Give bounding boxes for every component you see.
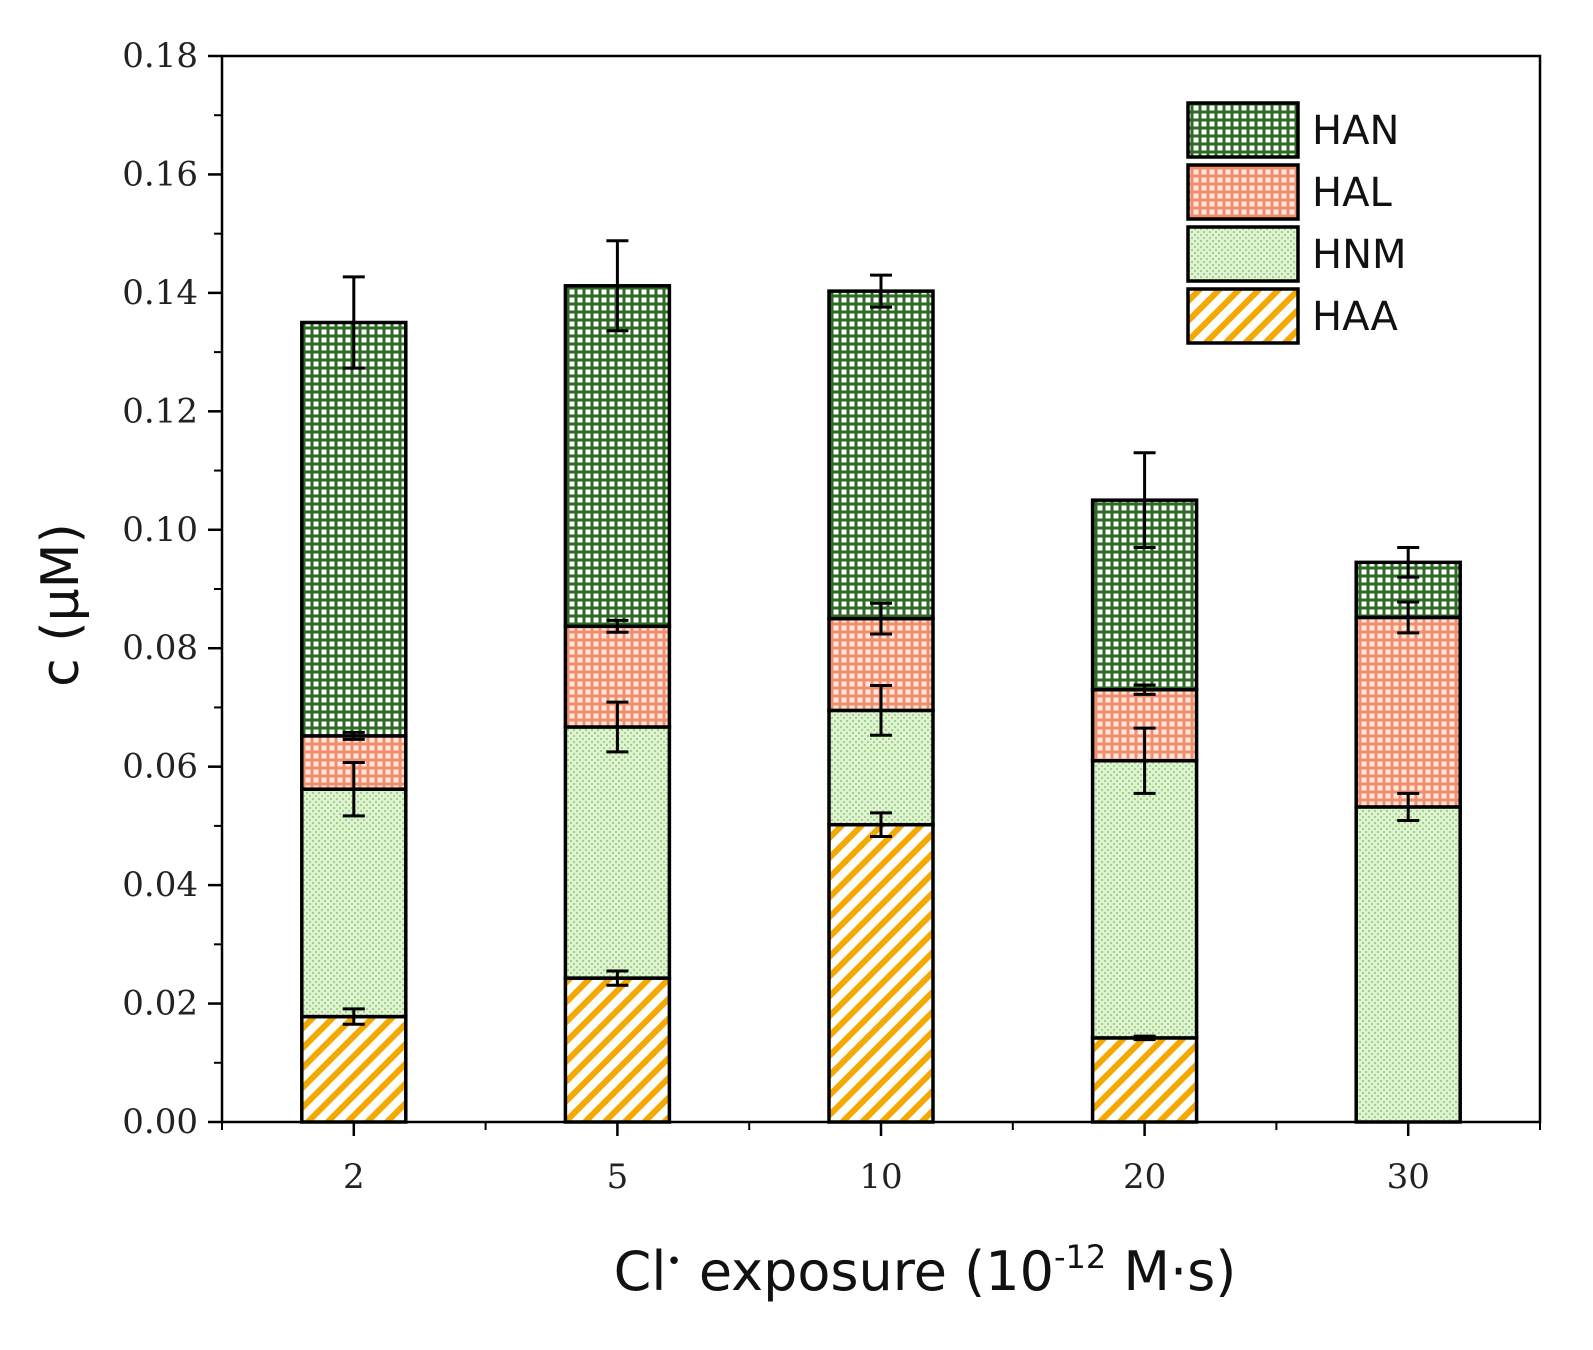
error-bar-hal-2 — [342, 730, 365, 741]
bar-haa-5 — [563, 976, 672, 1124]
bar-hal-30 — [1354, 615, 1462, 809]
error-bar-han-2 — [342, 275, 365, 370]
legend-item-hal: HAL — [1186, 163, 1392, 221]
bar-han-2 — [300, 320, 408, 738]
x-axis-title-base: Cl — [614, 1240, 667, 1303]
y-tick-label: 0.16 — [122, 154, 198, 194]
y-tick-label: 0.14 — [122, 273, 198, 313]
x-axis-title-middle: exposure (10 — [682, 1240, 1054, 1303]
y-tick-label: 0.02 — [122, 984, 198, 1024]
x-tick-label: 2 — [343, 1157, 365, 1197]
bar-haa-20 — [1090, 1036, 1199, 1124]
error-bar-hal-20 — [1133, 683, 1156, 696]
legend-label-han: HAN — [1312, 108, 1399, 154]
error-bar-haa-5 — [606, 969, 629, 987]
x-tick-label: 10 — [859, 1157, 902, 1197]
x-axis-title-dot: • — [666, 1247, 681, 1277]
error-bar-han-5 — [606, 239, 629, 333]
y-tick-label: 0.12 — [122, 391, 198, 431]
legend-swatch-hnm — [1186, 225, 1300, 283]
legend-label-hnm: HNM — [1312, 232, 1407, 278]
error-bar-hnm-20 — [1133, 726, 1156, 795]
error-bar-hal-30 — [1397, 600, 1420, 635]
error-bar-hnm-30 — [1397, 791, 1420, 823]
legend: HAN HAL HNM HAA — [1186, 101, 1407, 345]
y-tick-label: 0.10 — [122, 510, 198, 550]
x-tick-label: 20 — [1123, 1157, 1166, 1197]
legend-swatch-haa — [1186, 287, 1300, 345]
x-tick-label: 5 — [607, 1157, 629, 1197]
bar-han-10 — [827, 289, 935, 621]
bar-haa-10 — [827, 822, 935, 1124]
y-tick-label: 0.08 — [122, 628, 198, 668]
legend-item-haa: HAA — [1186, 287, 1399, 345]
y-tick-label: 0.00 — [122, 1102, 198, 1142]
bar-hnm-30 — [1354, 805, 1462, 1124]
legend-item-han: HAN — [1186, 101, 1399, 159]
plot-area — [300, 239, 1462, 1124]
y-tick-label: 0.06 — [122, 747, 198, 787]
error-bar-haa-2 — [342, 1007, 365, 1026]
axes: 0.00 0.02 0.04 0.06 0.08 0.10 0.12 0.14 0.16 0.18… — [122, 36, 1542, 1197]
error-bar-hal-5 — [606, 618, 629, 634]
bar-hnm-5 — [563, 725, 672, 980]
legend-swatch-hal — [1186, 163, 1300, 221]
legend-label-hal: HAL — [1312, 170, 1392, 216]
x-axis-title-exponent: -12 — [1054, 1238, 1106, 1276]
error-bar-han-30 — [1397, 546, 1420, 579]
x-tick-label: 30 — [1387, 1157, 1430, 1197]
legend-swatch-han — [1186, 101, 1300, 159]
bar-han-5 — [563, 284, 672, 629]
x-axis-title-end: M·s) — [1106, 1240, 1236, 1303]
error-bar-haa-10 — [870, 811, 892, 839]
legend-label-haa: HAA — [1312, 294, 1399, 340]
x-axis-title: Cl• exposure (10-12 M·s) — [614, 1238, 1237, 1303]
error-bar-hal-10 — [870, 601, 892, 636]
error-bar-hnm-10 — [870, 684, 892, 737]
error-bar-han-10 — [870, 273, 892, 309]
error-bar-haa-20 — [1133, 1034, 1156, 1042]
bar-haa-2 — [300, 1014, 408, 1124]
legend-item-hnm: HNM — [1186, 225, 1407, 283]
bar-hnm-2 — [300, 787, 408, 1019]
y-tick-label: 0.18 — [122, 36, 198, 76]
y-tick-label: 0.04 — [122, 865, 198, 905]
y-axis-title: c (μM) — [31, 523, 91, 687]
error-bar-han-20 — [1133, 451, 1156, 550]
error-bar-hnm-2 — [342, 761, 365, 818]
bar-hnm-20 — [1090, 758, 1199, 1040]
error-bar-hnm-5 — [606, 700, 629, 754]
